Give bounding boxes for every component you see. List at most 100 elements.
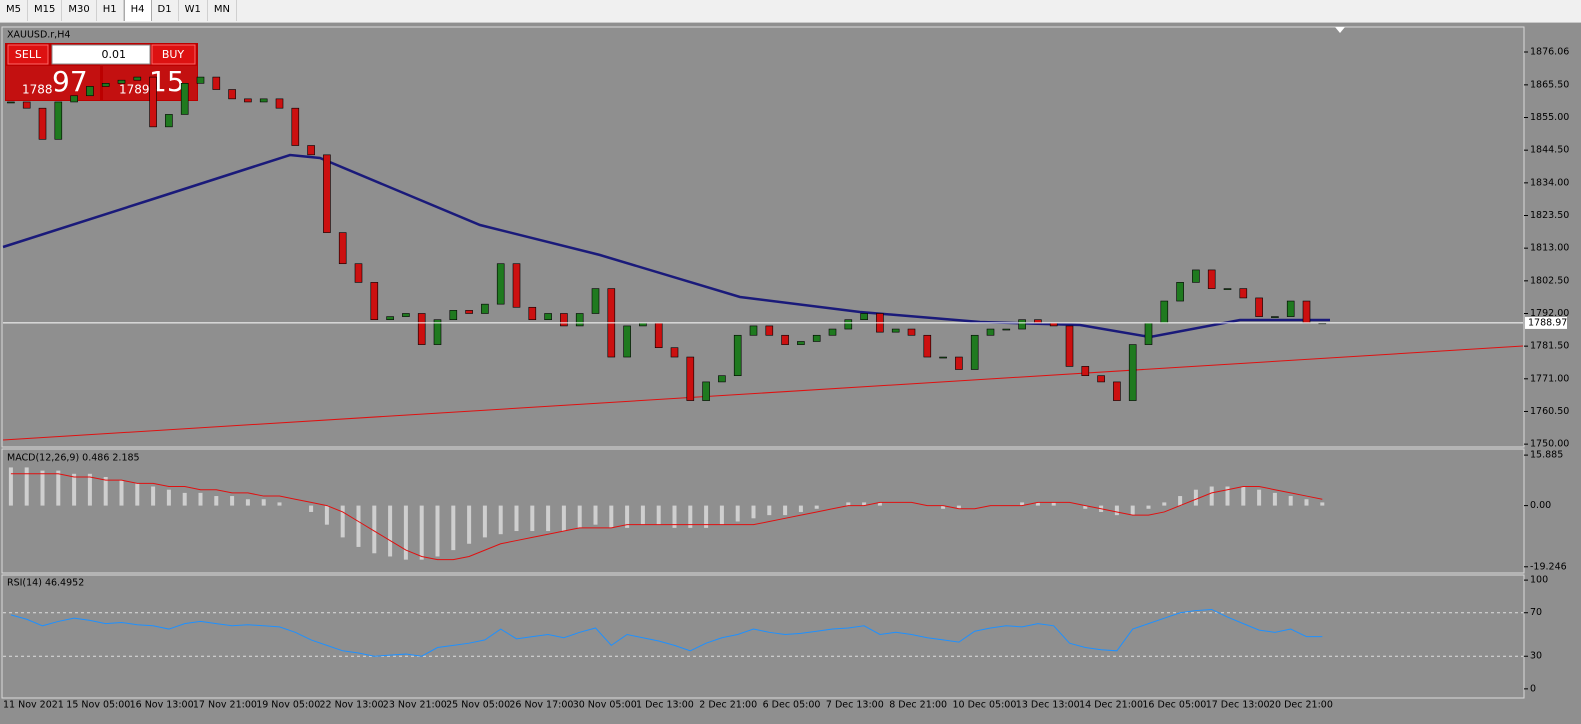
background — [0, 23, 1581, 724]
shift-marker — [1335, 27, 1345, 33]
candle — [149, 76, 157, 128]
macd-bar — [688, 505, 693, 528]
macd-bar — [767, 505, 772, 516]
macd-bar — [1051, 502, 1056, 506]
macd-bar — [340, 505, 345, 538]
candle — [970, 334, 979, 370]
macd-bar — [1304, 499, 1309, 506]
candle — [228, 89, 236, 100]
buy-text: BUY — [162, 48, 185, 61]
candle — [765, 325, 774, 336]
candle — [101, 83, 110, 87]
macd-bar — [719, 505, 724, 525]
macd-bar — [656, 505, 661, 525]
candle — [1081, 366, 1090, 377]
candle — [686, 356, 695, 401]
candle — [70, 95, 78, 103]
timeframe-button[interactable]: M5 — [0, 0, 28, 21]
macd-bar — [451, 505, 456, 551]
candle — [560, 313, 568, 327]
candle — [544, 313, 552, 321]
sell-price-box[interactable] — [6, 66, 100, 100]
y-tick-label: 100 — [1530, 575, 1548, 586]
macd-bar — [72, 473, 77, 506]
rsi-label: RSI(14) 46.4952 — [7, 578, 84, 589]
macd-bar — [625, 505, 630, 528]
candle — [749, 325, 758, 336]
y-tick-label: 0.00 — [1530, 500, 1551, 511]
macd-bar — [498, 505, 503, 535]
macd-bar — [1083, 505, 1088, 509]
sell-price-big: 1788 — [22, 83, 53, 97]
lot-value: 0.01 — [102, 48, 127, 61]
candle — [1207, 269, 1216, 289]
y-tick-label: 1823.50 — [1530, 210, 1569, 221]
sell-price-small: 97 — [52, 65, 88, 98]
candle — [22, 101, 31, 109]
rsi-line — [10, 608, 1323, 657]
macd-bar — [751, 505, 756, 519]
candle — [860, 313, 868, 321]
lot-input[interactable] — [51, 44, 151, 65]
y-tick-label: 0 — [1530, 683, 1536, 694]
candle — [1271, 316, 1279, 318]
macd-bar — [1225, 486, 1230, 506]
macd-bar — [672, 505, 677, 528]
sell-button[interactable] — [7, 44, 49, 65]
timeframe-button[interactable]: M30 — [62, 0, 97, 21]
current-price-label: 1788.97 — [1528, 317, 1567, 328]
macd-bar — [1320, 502, 1325, 506]
macd-bar — [1257, 489, 1262, 506]
symbol-label: XAUUSD.r,H4 — [7, 30, 70, 41]
timeframe-button[interactable]: H4 — [123, 0, 152, 21]
x-tick-label: 20 Dec 21:00 — [1269, 700, 1333, 711]
candle — [165, 114, 173, 128]
x-tick-label: 16 Nov 13:00 — [130, 700, 194, 711]
macd-bar — [862, 502, 867, 506]
x-tick-label: 25 Nov 05:00 — [446, 700, 510, 711]
timeframe-button[interactable]: W1 — [179, 0, 208, 21]
timeframe-button[interactable]: MN — [208, 0, 237, 21]
macd-bar — [704, 505, 709, 528]
candle — [370, 282, 379, 321]
y-tick-label: 1802.50 — [1530, 275, 1569, 286]
macd-bar — [1209, 486, 1214, 506]
macd-bar — [135, 483, 140, 506]
y-tick-label: 1813.00 — [1530, 243, 1569, 254]
macd-bar — [846, 502, 851, 506]
macd-bar — [435, 505, 440, 557]
macd-panel — [1, 448, 1525, 574]
candle — [117, 79, 126, 84]
macd-signal — [10, 473, 1323, 561]
candle — [433, 319, 442, 345]
timeframe-button[interactable]: H1 — [97, 0, 124, 21]
candle — [1223, 288, 1232, 290]
macd-bar — [783, 505, 788, 516]
macd-bar — [1020, 502, 1025, 506]
timeframe-button[interactable]: D1 — [152, 0, 179, 21]
y-tick-label: 1834.00 — [1530, 177, 1569, 188]
macd-bar — [198, 492, 203, 506]
candle — [702, 381, 710, 401]
macd-bar — [119, 480, 124, 506]
buy-button[interactable] — [151, 44, 196, 65]
candle — [496, 263, 505, 305]
candle — [812, 334, 821, 342]
x-tick-label: 30 Nov 05:00 — [573, 700, 637, 711]
y-tick-label: 1865.50 — [1530, 79, 1569, 90]
x-tick-label: 19 Nov 05:00 — [256, 700, 320, 711]
y-tick-label: 1844.50 — [1530, 145, 1569, 156]
x-tick-label: 11 Nov 2021 — [3, 700, 64, 711]
candle — [1097, 375, 1105, 383]
macd-bar — [1178, 496, 1183, 506]
x-tick-label: 6 Dec 05:00 — [763, 700, 821, 711]
candle — [1302, 300, 1311, 324]
macd-bar — [1241, 486, 1246, 506]
macd-label: MACD(12,26,9) 0.486 2.185 — [7, 453, 140, 464]
candle — [1160, 300, 1169, 324]
macd-bar — [372, 505, 377, 554]
timeframe-button[interactable]: M15 — [28, 0, 63, 21]
candle — [86, 86, 94, 97]
macd-bar — [735, 505, 740, 522]
